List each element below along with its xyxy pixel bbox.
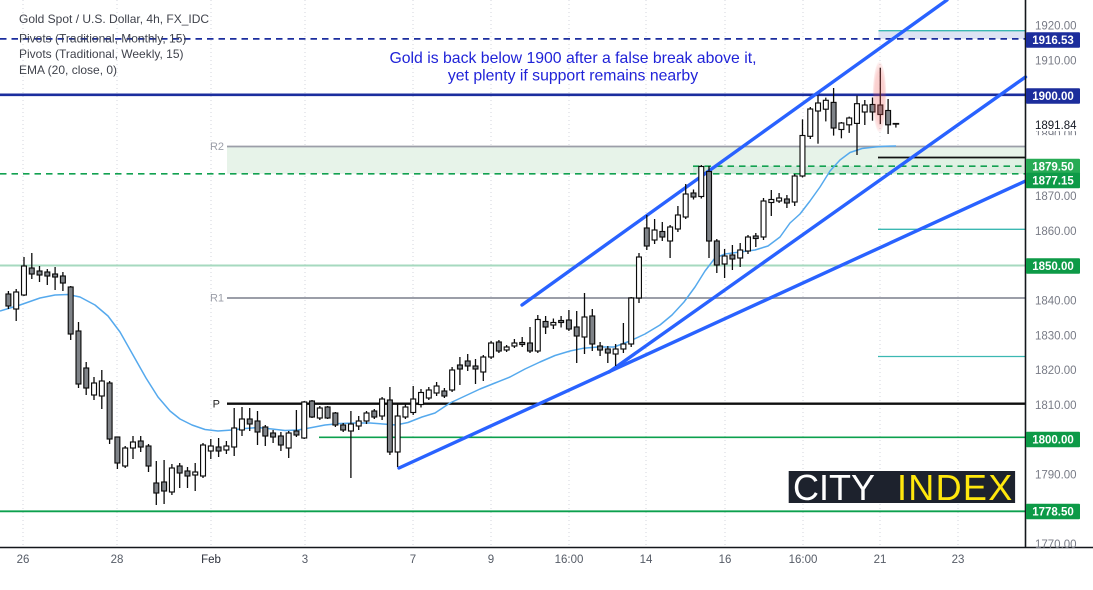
svg-text:R1: R1 [210,293,224,305]
svg-text:1879.50: 1879.50 [1032,162,1074,174]
svg-text:Feb: Feb [201,554,221,566]
svg-text:26: 26 [17,554,30,566]
svg-text:EMA (20, close, 0): EMA (20, close, 0) [19,63,117,77]
svg-text:1820.00: 1820.00 [1035,365,1077,377]
svg-text:21: 21 [874,554,887,566]
svg-text:1900.00: 1900.00 [1032,91,1074,103]
svg-text:16: 16 [719,554,732,566]
svg-text:Pivots (Traditional, Weekly, 1: Pivots (Traditional, Weekly, 15) [19,47,184,61]
svg-text:Gold Spot / U.S. Dollar, 4h, F: Gold Spot / U.S. Dollar, 4h, FX_IDC [19,12,209,26]
svg-text:1860.00: 1860.00 [1035,226,1077,238]
svg-text:1916.53: 1916.53 [1032,35,1074,47]
svg-text:Pivots (Traditional, Monthly,: Pivots (Traditional, Monthly, 15) [19,32,186,46]
svg-text:1870.00: 1870.00 [1035,191,1077,203]
svg-text:1770.00: 1770.00 [1035,539,1077,551]
svg-text:Gold is back below 1900 after: Gold is back below 1900 after a false br… [389,50,756,67]
svg-text:1778.50: 1778.50 [1032,507,1074,519]
svg-text:1850.00: 1850.00 [1032,261,1074,273]
svg-text:1920.00: 1920.00 [1035,21,1077,33]
svg-text:23: 23 [952,554,965,566]
svg-text:3: 3 [302,554,308,566]
svg-text:1800.00: 1800.00 [1032,435,1074,447]
svg-text:1790.00: 1790.00 [1035,469,1077,481]
svg-text:INDEX: INDEX [897,467,1014,508]
svg-text:16:00: 16:00 [555,554,584,566]
svg-text:1840.00: 1840.00 [1035,296,1077,308]
svg-text:7: 7 [410,554,416,566]
svg-text:1877.15: 1877.15 [1032,176,1074,188]
svg-text:yet plenty if support remains: yet plenty if support remains nearby [448,68,698,85]
svg-text:14: 14 [640,554,653,566]
svg-text:1810.00: 1810.00 [1035,400,1077,412]
svg-text:CITY: CITY [793,467,875,508]
svg-text:1891.84: 1891.84 [1035,120,1077,132]
svg-text:16:00: 16:00 [789,554,818,566]
svg-text:1830.00: 1830.00 [1035,330,1077,342]
svg-text:9: 9 [488,554,494,566]
svg-text:1910.00: 1910.00 [1035,55,1077,67]
svg-text:R2: R2 [210,141,224,153]
svg-text:28: 28 [111,554,124,566]
svg-text:P: P [213,399,220,411]
